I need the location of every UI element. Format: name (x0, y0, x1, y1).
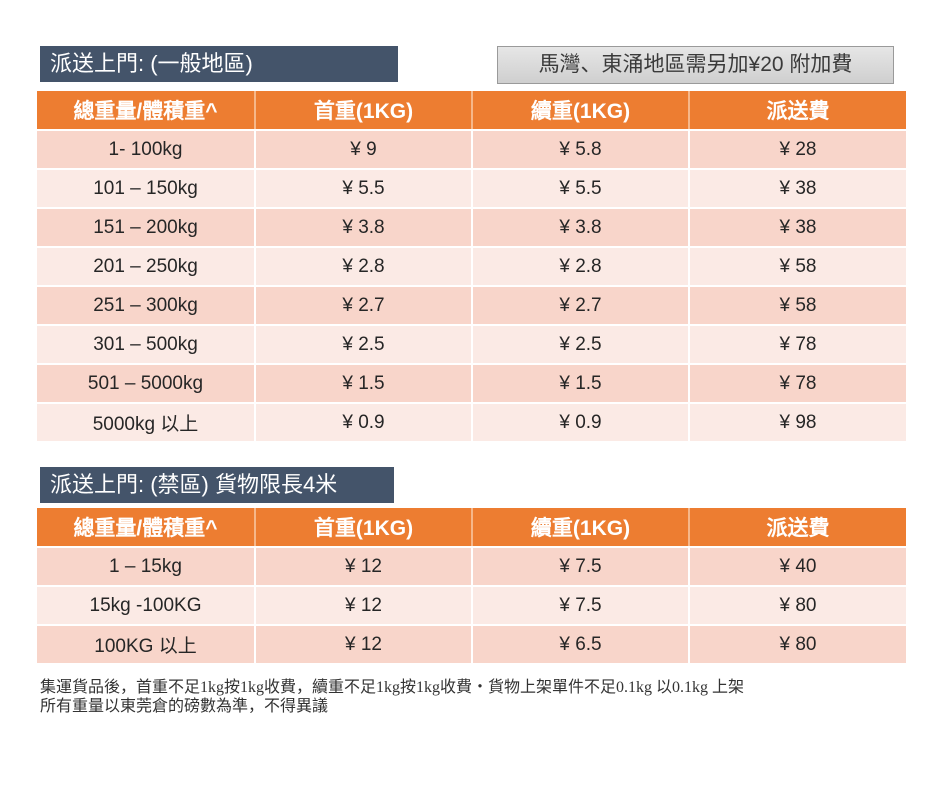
first-weight-price: ¥ 5.5 (255, 169, 473, 209)
weight-range: 201 – 250kg (37, 247, 256, 287)
header-weight: 總重量/體積重^ (37, 91, 256, 131)
table-row: 501 – 5000kg ¥ 1.5 ¥ 1.5 ¥ 78 (37, 364, 906, 404)
weight-range: 251 – 300kg (37, 286, 256, 326)
first-weight-price: ¥ 12 (255, 586, 473, 626)
header-additional-weight: 續重(1KG) (472, 508, 690, 548)
weight-range: 1- 100kg (37, 130, 256, 170)
table-row: 201 – 250kg ¥ 2.8 ¥ 2.8 ¥ 58 (37, 247, 906, 287)
first-weight-price: ¥ 1.5 (255, 364, 473, 404)
table-row: 301 – 500kg ¥ 2.5 ¥ 2.5 ¥ 78 (37, 325, 906, 365)
rate-table-restricted-area: 總重量/體積重^ 首重(1KG) 續重(1KG) 派送費 1 – 15kg ¥ … (37, 508, 906, 665)
table-row: 15kg -100KG ¥ 12 ¥ 7.5 ¥ 80 (37, 586, 906, 626)
first-weight-price: ¥ 2.8 (255, 247, 473, 287)
section-title-general-area: 派送上門: (一般地區) (40, 46, 398, 82)
header-weight: 總重量/體積重^ (37, 508, 256, 548)
header-delivery-fee: 派送費 (689, 508, 906, 548)
surcharge-notice: 馬灣、東涌地區需另加¥20 附加費 (497, 46, 894, 84)
additional-weight-price: ¥ 5.5 (472, 169, 690, 209)
section-title-restricted-area: 派送上門: (禁區) 貨物限長4米 (40, 467, 394, 503)
delivery-fee: ¥ 40 (689, 547, 906, 587)
weight-range: 15kg -100KG (37, 586, 256, 626)
first-weight-price: ¥ 3.8 (255, 208, 473, 248)
rate-table-general-area: 總重量/體積重^ 首重(1KG) 續重(1KG) 派送費 1- 100kg ¥ … (37, 91, 906, 443)
weight-range: 301 – 500kg (37, 325, 256, 365)
additional-weight-price: ¥ 2.7 (472, 286, 690, 326)
additional-weight-price: ¥ 7.5 (472, 547, 690, 587)
weight-range: 151 – 200kg (37, 208, 256, 248)
additional-weight-price: ¥ 7.5 (472, 586, 690, 626)
footer-notes: 集運貨品後，首重不足1kg按1kg收費，續重不足1kg按1kg收費・貨物上架單件… (40, 678, 920, 716)
table-header-row: 總重量/體積重^ 首重(1KG) 續重(1KG) 派送費 (37, 91, 906, 131)
first-weight-price: ¥ 12 (255, 625, 473, 665)
table-row: 1 – 15kg ¥ 12 ¥ 7.5 ¥ 40 (37, 547, 906, 587)
additional-weight-price: ¥ 2.5 (472, 325, 690, 365)
additional-weight-price: ¥ 6.5 (472, 625, 690, 665)
additional-weight-price: ¥ 3.8 (472, 208, 690, 248)
additional-weight-price: ¥ 5.8 (472, 130, 690, 170)
weight-range: 101 – 150kg (37, 169, 256, 209)
header-delivery-fee: 派送費 (689, 91, 906, 131)
additional-weight-price: ¥ 0.9 (472, 403, 690, 443)
first-weight-price: ¥ 9 (255, 130, 473, 170)
delivery-fee: ¥ 58 (689, 286, 906, 326)
first-weight-price: ¥ 0.9 (255, 403, 473, 443)
table-row: 5000kg 以上 ¥ 0.9 ¥ 0.9 ¥ 98 (37, 403, 906, 443)
delivery-fee: ¥ 78 (689, 364, 906, 404)
delivery-fee: ¥ 98 (689, 403, 906, 443)
delivery-fee: ¥ 80 (689, 625, 906, 665)
footer-note-line: 集運貨品後，首重不足1kg按1kg收費，續重不足1kg按1kg收費・貨物上架單件… (40, 679, 745, 696)
weight-range: 1 – 15kg (37, 547, 256, 587)
table-header-row: 總重量/體積重^ 首重(1KG) 續重(1KG) 派送費 (37, 508, 906, 548)
delivery-fee: ¥ 78 (689, 325, 906, 365)
header-first-weight: 首重(1KG) (255, 508, 473, 548)
header-additional-weight: 續重(1KG) (472, 91, 690, 131)
delivery-fee: ¥ 38 (689, 169, 906, 209)
additional-weight-price: ¥ 2.8 (472, 247, 690, 287)
delivery-fee: ¥ 58 (689, 247, 906, 287)
table-row: 100KG 以上 ¥ 12 ¥ 6.5 ¥ 80 (37, 625, 906, 665)
footer-note-line: 所有重量以東莞倉的磅數為準，不得異議 (40, 698, 329, 715)
delivery-fee: ¥ 80 (689, 586, 906, 626)
weight-range: 501 – 5000kg (37, 364, 256, 404)
delivery-fee: ¥ 28 (689, 130, 906, 170)
additional-weight-price: ¥ 1.5 (472, 364, 690, 404)
first-weight-price: ¥ 2.7 (255, 286, 473, 326)
table-row: 251 – 300kg ¥ 2.7 ¥ 2.7 ¥ 58 (37, 286, 906, 326)
delivery-fee: ¥ 38 (689, 208, 906, 248)
first-weight-price: ¥ 12 (255, 547, 473, 587)
table-row: 151 – 200kg ¥ 3.8 ¥ 3.8 ¥ 38 (37, 208, 906, 248)
table-row: 1- 100kg ¥ 9 ¥ 5.8 ¥ 28 (37, 130, 906, 170)
header-first-weight: 首重(1KG) (255, 91, 473, 131)
table-row: 101 – 150kg ¥ 5.5 ¥ 5.5 ¥ 38 (37, 169, 906, 209)
first-weight-price: ¥ 2.5 (255, 325, 473, 365)
weight-range: 5000kg 以上 (37, 403, 256, 443)
weight-range: 100KG 以上 (37, 625, 256, 665)
